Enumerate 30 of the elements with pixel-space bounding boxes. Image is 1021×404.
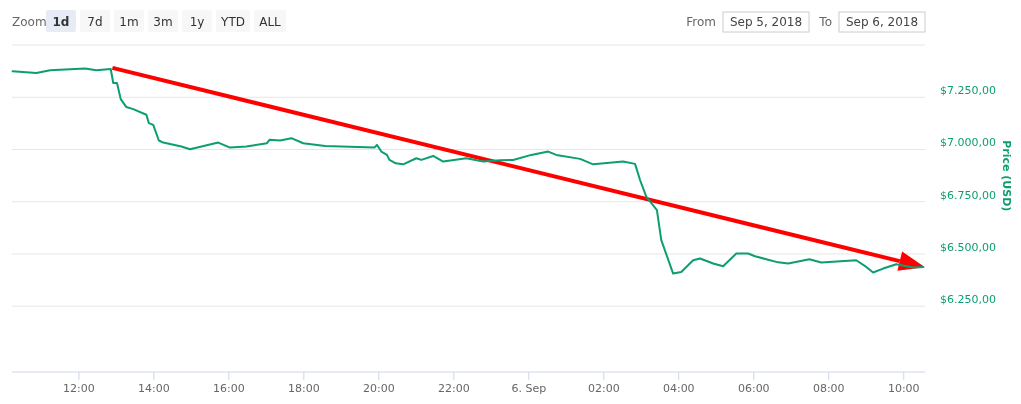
text: 1m (119, 14, 139, 29)
x-tick-label: 16:00 (212, 382, 245, 395)
text: Zoom (12, 14, 47, 29)
text: 3m (153, 14, 173, 29)
text: From (686, 14, 716, 29)
x-tick-label: 10:00 (887, 382, 920, 395)
x-tick-label: 14:00 (138, 382, 170, 395)
x-tick-label: 18:00 (287, 382, 320, 395)
x-tick-label: 12:00 (63, 382, 95, 395)
y-tick-label: $6.250,00 (940, 293, 996, 307)
x-tick-label: 04:00 (662, 382, 695, 395)
text: ALL (259, 14, 282, 29)
y-tick-label: $7.250,00 (940, 84, 996, 98)
text: 1d (52, 14, 70, 29)
text: YTD (220, 14, 245, 29)
y-tick-label: $6.750,00 (940, 188, 996, 202)
text: Sep 6, 2018 (845, 15, 919, 29)
text: Sep 5, 2018 (729, 15, 803, 29)
text: 7d (87, 14, 103, 29)
text: 1y (189, 14, 205, 29)
y-axis-title: Price (USD) (1000, 140, 1013, 212)
x-tick-label: 08:00 (812, 382, 845, 395)
x-tick-label: 20:00 (362, 382, 395, 395)
x-tick-label: 6. Sep (511, 382, 547, 395)
x-tick-label: 06:00 (737, 382, 770, 395)
y-tick-label: $6.500,00 (940, 240, 996, 254)
x-tick-label: 22:00 (437, 382, 470, 395)
x-tick-label: 02:00 (587, 382, 620, 395)
y-tick-label: $7.000,00 (940, 136, 996, 150)
text: To (818, 14, 832, 29)
